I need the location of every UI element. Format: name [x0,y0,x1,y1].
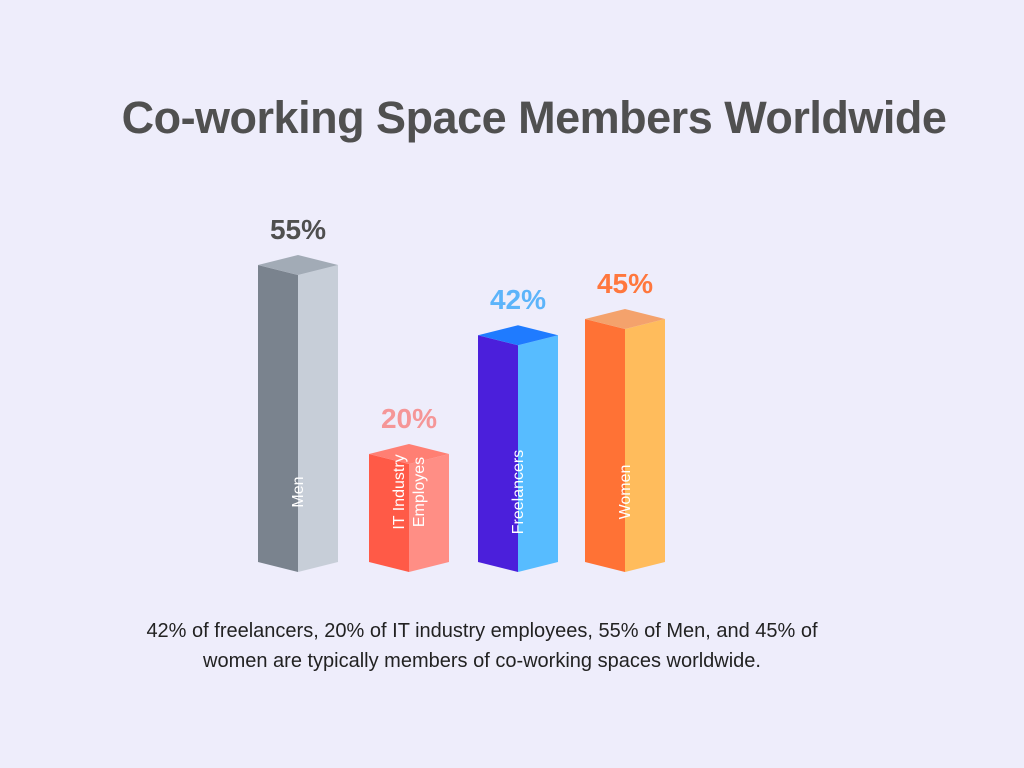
category-label-line-women-0: Women [617,465,634,520]
bar-top-men [258,255,338,275]
bar-side-women [625,319,665,572]
bar-front-it-industry-employes [369,454,409,572]
bar-front-women [585,319,625,572]
category-label-line-freelancers-0: Freelancers [510,450,527,534]
bar-side-freelancers [518,335,558,572]
value-label-it-industry-employes: 20% [381,403,437,434]
bar-side-it-industry-employes [409,454,449,572]
bar-side-men [298,265,338,572]
value-label-freelancers: 42% [490,284,546,315]
value-label-men: 55% [270,214,326,245]
category-label-women: Women [617,465,634,520]
bar-top-women [585,309,665,329]
bar-front-men [258,265,298,572]
category-label-line-it-industry-employes-0: IT Industry [391,454,408,529]
category-label-freelancers: Freelancers [510,450,527,534]
category-label-it-industry-employes: IT Industry Employes [391,454,428,529]
bar-top-freelancers [478,325,558,346]
bar-front-freelancers [478,335,518,572]
category-label-men: Men [290,476,307,507]
chart-caption: 42% of freelancers, 20% of IT industry e… [146,620,818,672]
value-label-women: 45% [597,268,653,299]
category-label-line-men-0: Men [290,476,307,507]
category-label-line-it-industry-employes-1: Employes [411,457,428,527]
bar-top-it-industry-employes [369,444,449,464]
chart-title: Co-working Space Members Worldwide [121,92,947,143]
